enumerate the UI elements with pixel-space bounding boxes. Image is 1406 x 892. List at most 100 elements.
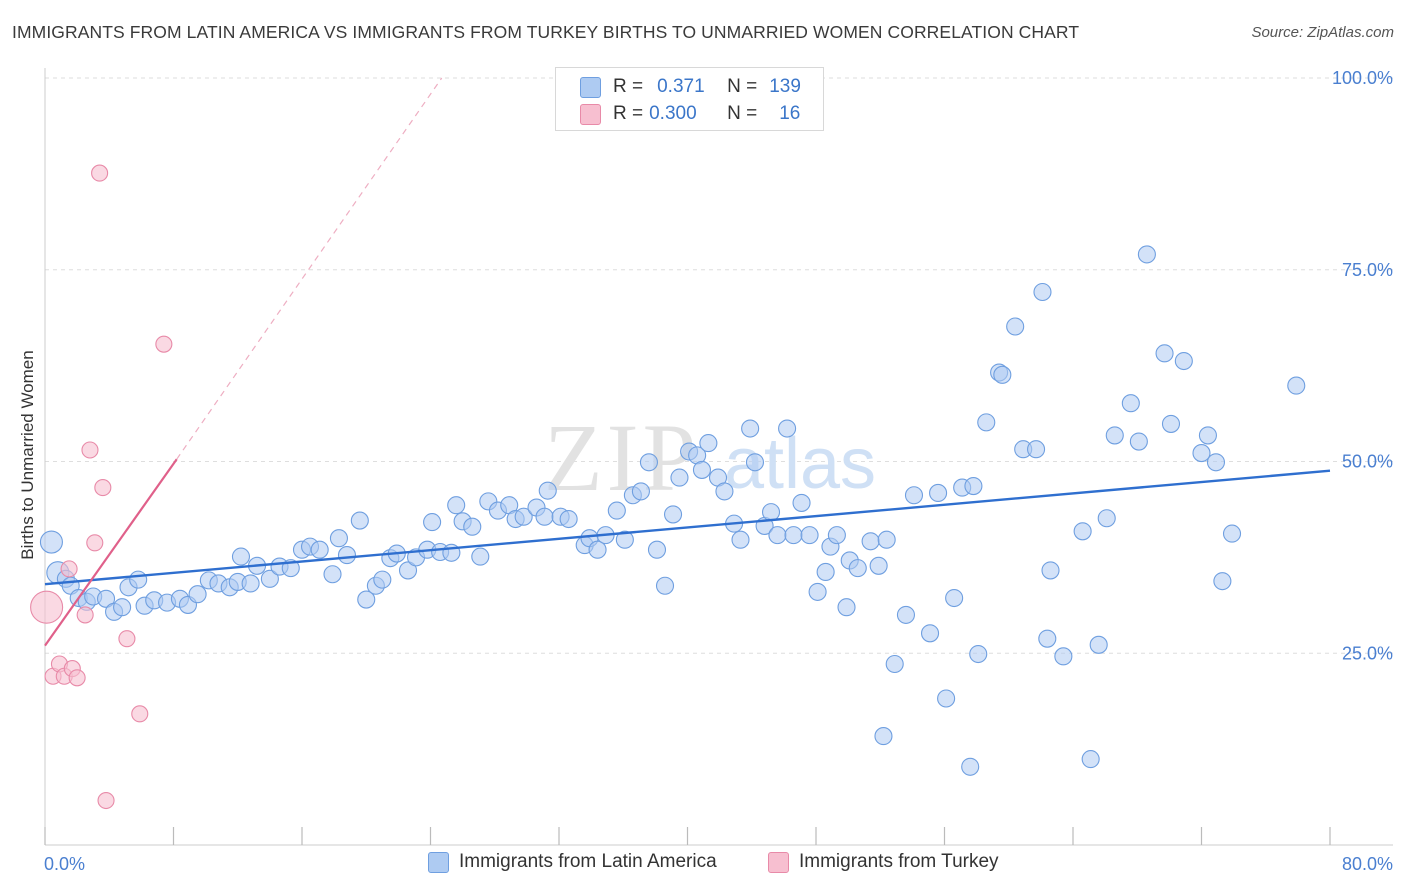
data-point-latin (827, 526, 846, 545)
data-point-latin (1041, 561, 1060, 580)
data-point-latin (1089, 635, 1108, 654)
turkey-legend-icon (768, 851, 789, 873)
latin-legend-icon (428, 851, 449, 873)
stats-legend: R = 0.371 N = 139 R = 0.300 N = 16 (555, 67, 824, 131)
data-point-latin (808, 582, 827, 601)
data-point-latin (861, 532, 880, 551)
chart-title: IMMIGRANTS FROM LATIN AMERICA VS IMMIGRA… (12, 22, 1080, 42)
data-point-latin (655, 576, 675, 595)
data-point-latin (1121, 394, 1140, 413)
data-point-latin (877, 530, 896, 549)
r-value: 0.371 (657, 76, 705, 97)
data-point-latin (463, 517, 482, 536)
data-point-latin (329, 529, 348, 548)
data-point-latin (514, 507, 533, 526)
legend-label-turkey: Immigrants from Turkey (799, 851, 999, 872)
data-point-latin (715, 482, 734, 501)
data-point-latin (800, 526, 819, 545)
data-point-latin (741, 419, 760, 438)
data-point-latin (535, 507, 554, 526)
latin-swatch-icon (580, 76, 601, 98)
data-point-turkey (97, 791, 115, 810)
data-point-latin (1206, 453, 1226, 472)
data-point-latin (129, 570, 148, 589)
data-point-latin (631, 482, 650, 501)
data-point-latin (260, 569, 279, 588)
data-point-turkey (86, 534, 104, 552)
data-point-latin (1105, 426, 1124, 445)
data-point-latin (964, 476, 983, 496)
y-tick-label: 75.0% (1342, 260, 1393, 280)
data-point-latin (692, 460, 712, 479)
data-point-turkey (81, 441, 99, 459)
turkey-swatch-icon (580, 103, 601, 125)
data-point-latin (398, 561, 418, 580)
legend-item-turkey[interactable]: Immigrants from Turkey (768, 851, 999, 873)
y-tick-label: 100.0% (1332, 68, 1393, 88)
data-point-latin (1129, 432, 1148, 451)
data-point-latin (1054, 647, 1073, 666)
source-label: Source: ZipAtlas.com (1251, 24, 1394, 41)
data-point-latin (350, 511, 369, 530)
data-point-latin (1161, 414, 1181, 433)
trend-lines (44, 77, 1331, 647)
data-point-turkey (118, 630, 136, 648)
data-point-turkey (68, 669, 86, 687)
data-point-turkey (155, 335, 173, 353)
data-point-latin (1198, 426, 1217, 445)
data-point-turkey (76, 606, 94, 624)
data-point-latin (1006, 317, 1025, 336)
y-tick-label: 50.0% (1342, 452, 1393, 472)
data-point-turkey (60, 560, 78, 578)
y-axis-label: Births to Unmarried Women (18, 350, 37, 560)
data-point-latin (945, 588, 964, 608)
legend-label-latin: Immigrants from Latin America (459, 851, 717, 872)
x-tick-label: 0.0% (44, 854, 85, 874)
data-point-latin (559, 509, 578, 529)
data-point-latin (323, 565, 342, 584)
data-point-latin (39, 530, 63, 554)
n-value: 16 (779, 103, 801, 124)
data-point-turkey (94, 479, 112, 497)
data-point-latin (670, 468, 689, 487)
data-point-latin (792, 493, 811, 512)
data-point-latin (1155, 344, 1174, 363)
data-point-latin (961, 757, 980, 776)
data-point-latin (969, 644, 988, 664)
data-point-latin (96, 589, 116, 608)
data-point-latin (768, 526, 787, 545)
data-point-latin (699, 434, 718, 453)
r-label: R = (613, 103, 644, 124)
data-point-latin (538, 481, 557, 500)
legend-item-latin[interactable]: Immigrants from Latin America (428, 851, 717, 873)
data-point-latin (885, 654, 904, 674)
data-point-latin (896, 605, 916, 624)
data-point-latin (241, 574, 260, 593)
data-point-latin (937, 689, 956, 708)
data-point-latin (639, 453, 659, 472)
data-point-latin (231, 547, 251, 566)
data-point-latin (188, 585, 207, 604)
data-point-latin (423, 513, 442, 532)
y-tick-label: 25.0% (1342, 643, 1393, 663)
trend-line-turkey-extended (176, 77, 443, 460)
r-label: R = (613, 76, 644, 97)
trend-line-turkey (44, 458, 178, 647)
series-legend: Immigrants from Latin America Immigrants… (0, 851, 1406, 877)
data-point-latin (373, 570, 392, 589)
data-point-latin (588, 540, 607, 559)
data-point-latin (904, 486, 924, 505)
data-point-latin (1027, 440, 1046, 459)
data-point-latin (337, 546, 357, 565)
data-point-latin (1137, 245, 1156, 264)
data-point-latin (929, 483, 948, 502)
data-point-latin (1073, 522, 1092, 541)
data-point-latin (869, 556, 888, 575)
r-value: 0.300 (649, 103, 697, 124)
n-label: N = (727, 76, 758, 97)
grid-lines (45, 77, 1393, 654)
trend-line-latin (44, 469, 1331, 586)
data-point-latin (731, 530, 750, 549)
data-point-latin (993, 365, 1012, 384)
